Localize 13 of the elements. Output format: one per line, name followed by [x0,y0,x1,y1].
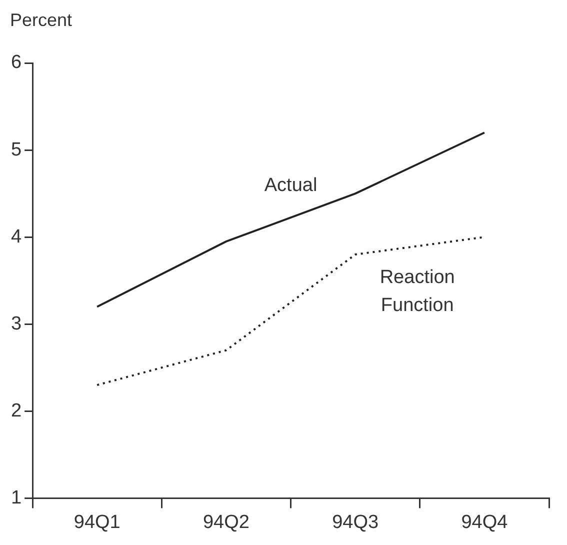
y-tick-label: 1 [10,487,22,508]
x-tick-label: 94Q1 [74,512,120,533]
series-label: Reaction Function [380,267,455,316]
y-tick-label: 3 [10,313,22,334]
x-tick-label: 94Q4 [461,512,508,533]
y-tick-label: 4 [10,226,22,248]
x-tick-label: 94Q3 [332,512,379,533]
x-tick-label: 94Q2 [202,512,250,533]
y-tick-label: 5 [10,139,22,160]
y-tick-label: 6 [10,52,22,74]
y-tick-label: 2 [10,400,22,422]
series-label: Actual [264,175,318,196]
y-axis-title: Percent [10,10,72,30]
